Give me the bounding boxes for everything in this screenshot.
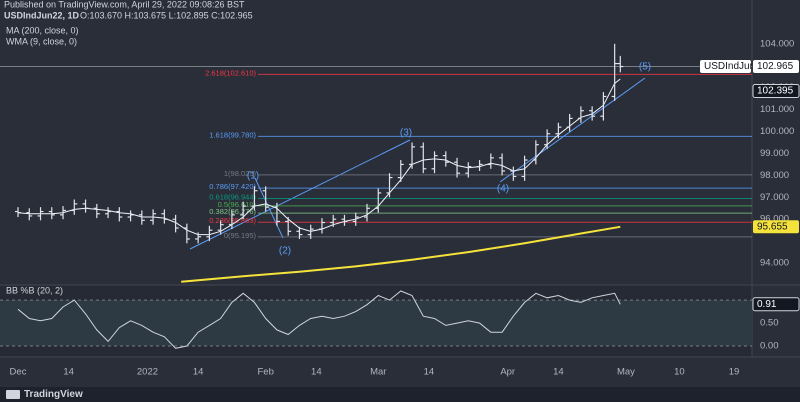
- y-tick-label: 97.000: [760, 192, 789, 203]
- x-tick-label: Apr: [500, 367, 515, 378]
- x-tick-label: May: [617, 367, 635, 378]
- wave-label: (1): [247, 171, 259, 182]
- logo-icon: [6, 390, 20, 399]
- x-tick-label: 14: [63, 367, 74, 378]
- footer-bar: [0, 387, 800, 402]
- y-tick-label: 98.000: [760, 170, 789, 181]
- x-tick-label: 14: [193, 367, 204, 378]
- x-tick-label: 19: [729, 367, 740, 378]
- fib-label: 2.618(102.610): [205, 68, 256, 77]
- x-tick-label: 2022: [137, 367, 158, 378]
- fib-label: 0(95.195): [224, 231, 257, 240]
- y-tick-label: 0.50: [760, 318, 779, 329]
- ma-price-box-bg: [753, 220, 799, 234]
- plot-layer: 2.618(102.610) 1.618(99.780) 1(98.025) 0.78…: [0, 38, 800, 378]
- fib-label: 0.786(97.420): [209, 182, 256, 191]
- y-tick-label: 104.000: [760, 38, 794, 49]
- x-tick-label: Feb: [257, 367, 273, 378]
- y-tick-label: 94.000: [760, 258, 789, 269]
- indicator-line: [17, 290, 621, 349]
- fib-label: 0.5(96.610): [218, 200, 257, 209]
- x-tick-label: Dec: [10, 367, 27, 378]
- fib-label: 0.618(96.944): [209, 193, 256, 202]
- x-tick-label: 14: [553, 367, 564, 378]
- footer-brand: TradingView: [24, 389, 83, 400]
- ma-price-box: 95.655: [757, 221, 788, 232]
- y-tick-label: 99.000: [760, 148, 789, 159]
- y-tick-label: 101.000: [760, 104, 794, 115]
- fib-label: 0.236(95.863): [209, 216, 256, 225]
- published-note: Published on TradingView.com, April 29, …: [4, 0, 245, 9]
- indicator-title: BB %B (20, 2): [6, 285, 63, 295]
- band-fill: [0, 300, 752, 346]
- x-tick-label: 14: [311, 367, 322, 378]
- fib-label: 1.618(99.780): [209, 130, 256, 139]
- indicator-value-box-bg: [752, 297, 800, 312]
- wave-label: (4): [497, 184, 509, 195]
- wave-label: (5): [639, 62, 651, 73]
- trend-line: [189, 139, 411, 250]
- legend-entry: MA (200, close, 0): [6, 25, 79, 35]
- legend-entry: WMA (9, close, 0): [6, 36, 77, 46]
- indicator-value-box: 0.91: [757, 299, 777, 310]
- x-tick-label: Mar: [370, 367, 386, 378]
- symbol-box-bg: [700, 60, 751, 74]
- last-price-box: 102.965: [757, 61, 794, 72]
- y-tick-label: 96.000: [760, 214, 789, 225]
- x-tick-label: 10: [674, 367, 685, 378]
- x-tick-label: 14: [424, 367, 435, 378]
- series-line: [181, 225, 621, 283]
- last-price-box-bg: [753, 60, 799, 74]
- wave-label: (3): [400, 128, 412, 139]
- wma-price-box-bg: [752, 84, 800, 99]
- symbol-title: USDIndJun22, 1D: [4, 10, 80, 20]
- fib-label: 1(98.025): [224, 169, 257, 178]
- fib-label: 0.382(96.276): [209, 207, 256, 216]
- y-tick-label: 100.000: [760, 126, 794, 137]
- symbol-box: USDIndJun22: [704, 61, 767, 72]
- wave-label: (2): [279, 246, 291, 257]
- ohlc-values: O:103.670 H:103.675 L:102.895 C:102.965: [80, 10, 253, 20]
- y-tick-label: 0.00: [760, 341, 779, 352]
- wma-price-box: 102.395: [757, 86, 794, 97]
